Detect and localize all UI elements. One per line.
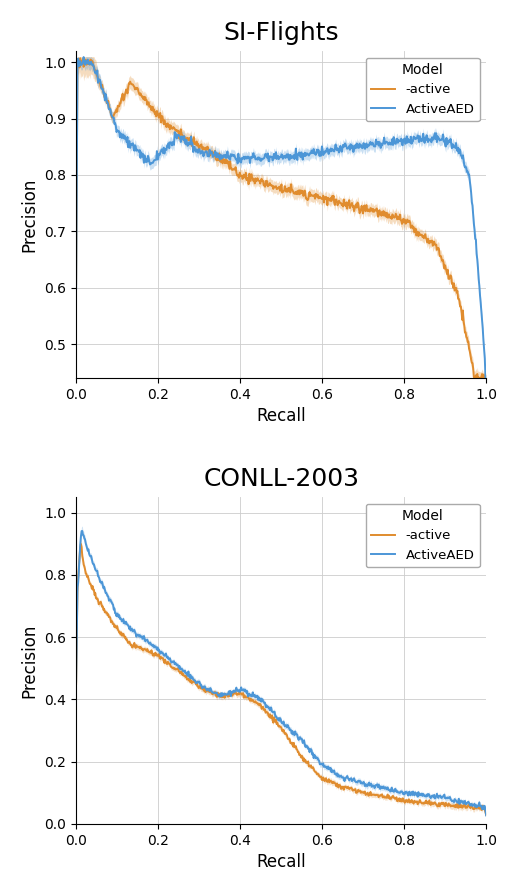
- ActiveAED: [80, 52, 87, 62]
- -active: [179, 130, 185, 141]
- -active: [78, 539, 84, 549]
- ActiveAED: [382, 137, 388, 148]
- -active: [259, 702, 265, 713]
- Title: SI-Flights: SI-Flights: [223, 21, 339, 45]
- -active: [315, 193, 322, 203]
- ActiveAED: [259, 694, 265, 705]
- Y-axis label: Precision: Precision: [21, 178, 39, 252]
- ActiveAED: [79, 525, 85, 536]
- -active: [179, 669, 185, 680]
- -active: [483, 809, 490, 820]
- ActiveAED: [483, 810, 490, 821]
- Line: -active: -active: [76, 544, 486, 814]
- Legend: -active, ActiveAED: -active, ActiveAED: [366, 504, 480, 567]
- ActiveAED: [179, 664, 185, 674]
- ActiveAED: [73, 676, 79, 687]
- ActiveAED: [348, 139, 354, 150]
- ActiveAED: [146, 156, 152, 167]
- -active: [348, 200, 354, 211]
- ActiveAED: [259, 154, 265, 165]
- -active: [146, 102, 152, 112]
- -active: [483, 369, 490, 380]
- -active: [382, 208, 388, 219]
- Y-axis label: Precision: Precision: [21, 624, 39, 698]
- Line: ActiveAED: ActiveAED: [76, 531, 486, 815]
- ActiveAED: [315, 755, 322, 765]
- ActiveAED: [179, 132, 185, 143]
- -active: [77, 53, 83, 63]
- Title: CONLL-2003: CONLL-2003: [203, 467, 359, 491]
- ActiveAED: [483, 373, 490, 384]
- -active: [471, 373, 478, 384]
- -active: [382, 792, 388, 803]
- -active: [73, 278, 79, 289]
- ActiveAED: [73, 284, 79, 294]
- ActiveAED: [146, 639, 152, 649]
- Line: ActiveAED: ActiveAED: [76, 57, 486, 378]
- -active: [315, 769, 322, 780]
- Line: -active: -active: [76, 58, 486, 378]
- -active: [73, 678, 79, 689]
- ActiveAED: [348, 773, 354, 784]
- ActiveAED: [482, 373, 488, 384]
- X-axis label: Recall: Recall: [256, 853, 306, 871]
- ActiveAED: [382, 782, 388, 793]
- ActiveAED: [315, 145, 322, 155]
- Legend: -active, ActiveAED: -active, ActiveAED: [366, 58, 480, 121]
- X-axis label: Recall: Recall: [256, 407, 306, 425]
- -active: [348, 782, 354, 793]
- -active: [259, 176, 265, 186]
- -active: [146, 647, 152, 657]
